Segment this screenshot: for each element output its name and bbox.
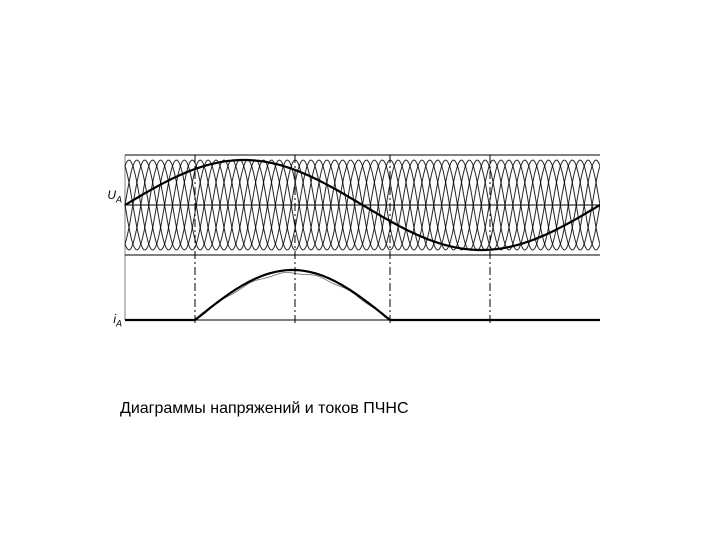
waveform-svg — [100, 150, 600, 350]
current-axis-label: iA — [98, 312, 122, 328]
waveform-figure: UA iA — [100, 150, 600, 355]
figure-caption: Диаграммы напряжений и токов ПЧНС — [120, 400, 409, 418]
voltage-axis-label: UA — [98, 188, 122, 204]
